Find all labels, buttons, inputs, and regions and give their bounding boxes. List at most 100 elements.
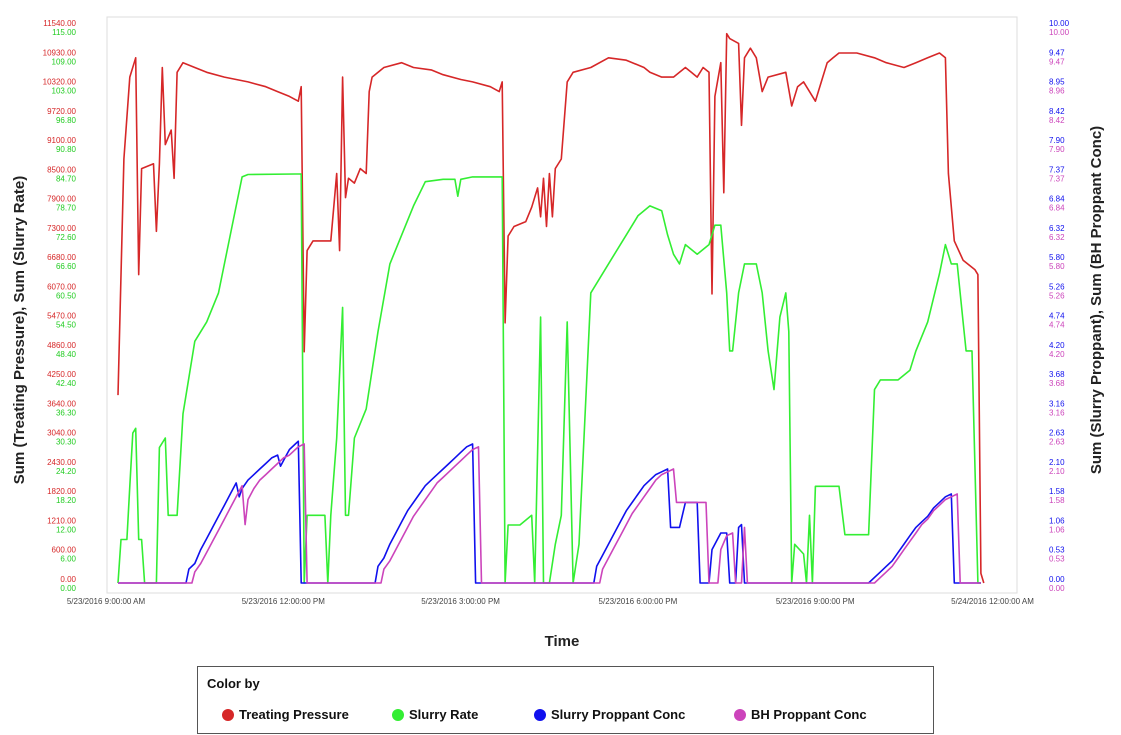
y-tick-label-rate: 24.20	[56, 467, 77, 476]
x-tick-label: 5/23/2016 12:00:00 PM	[242, 597, 326, 606]
series-line-treating-pressure	[117, 32, 985, 584]
y-tick-label-bh: 8.42	[1049, 116, 1065, 125]
y-tick-label-pressure: 10930.00	[43, 48, 77, 57]
y-tick-label-pressure: 0.00	[60, 575, 76, 584]
right-axis: 0.00 0.53 1.06 1.58 2.10 2.63 3.16 3.68 4.20 4.74…	[1049, 19, 1070, 593]
y-tick-label-rate: 115.00	[52, 28, 76, 37]
y-tick-label-bh: 1.06	[1049, 525, 1065, 534]
y-tick-label-rate: 84.70	[56, 174, 77, 183]
y-tick-label-slurry: 0.00	[1049, 575, 1065, 584]
legend-dot-icon	[734, 708, 746, 721]
legend-label: Slurry Proppant Conc	[551, 707, 686, 722]
y-tick-label-pressure: 7900.00	[47, 195, 76, 204]
legend-item-bh-proppant-conc[interactable]: BH Proppant Conc	[734, 707, 914, 722]
y-tick-label-pressure: 3640.00	[47, 399, 76, 408]
x-tick-label: 5/23/2016 6:00:00 PM	[599, 597, 678, 606]
legend-item-treating-pressure[interactable]: Treating Pressure	[222, 707, 392, 722]
series-layer	[117, 32, 985, 584]
y-tick-label-pressure: 8500.00	[47, 165, 76, 174]
y-tick-label-rate: 90.80	[56, 145, 77, 154]
x-axis: 5/23/2016 9:00:00 AM 5/23/2016 12:00:00 P…	[67, 597, 1034, 606]
y-tick-label-rate: 109.00	[52, 57, 77, 66]
legend: Color by Treating Pressure Slurry Rate S…	[197, 666, 934, 734]
y-tick-label-rate: 30.30	[56, 438, 77, 447]
y-tick-label-rate: 42.40	[56, 379, 77, 388]
y-tick-label-bh: 7.37	[1049, 174, 1065, 183]
y-tick-label-slurry: 7.90	[1049, 136, 1065, 145]
y-tick-label-slurry: 3.68	[1049, 370, 1065, 379]
y-tick-label-bh: 5.80	[1049, 262, 1065, 271]
y-tick-label-pressure: 4250.00	[47, 370, 76, 379]
y-tick-label-rate: 12.00	[56, 525, 77, 534]
y-tick-label-slurry: 8.95	[1049, 78, 1065, 87]
y-tick-label-slurry: 5.26	[1049, 282, 1065, 291]
y-tick-label-bh: 0.53	[1049, 555, 1065, 564]
y-tick-label-slurry: 9.47	[1049, 48, 1065, 57]
y-tick-label-rate: 0.00	[60, 584, 76, 593]
y-tick-label-rate: 6.00	[60, 555, 76, 564]
y-tick-label-bh: 8.96	[1049, 87, 1065, 96]
series-line-bh-proppant-conc	[118, 443, 981, 584]
legend-item-slurry-rate[interactable]: Slurry Rate	[392, 707, 534, 722]
y-tick-label-slurry: 5.80	[1049, 253, 1065, 262]
y-tick-label-slurry: 6.32	[1049, 224, 1065, 233]
y-tick-label-pressure: 9720.00	[47, 107, 76, 116]
y-tick-label-bh: 9.47	[1049, 57, 1065, 66]
y-tick-label-rate: 78.70	[56, 204, 77, 213]
legend-item-slurry-proppant-conc[interactable]: Slurry Proppant Conc	[534, 707, 734, 722]
y-tick-label-pressure: 3040.00	[47, 429, 76, 438]
y-tick-label-slurry: 8.42	[1049, 107, 1065, 116]
y-tick-label-pressure: 4860.00	[47, 341, 76, 350]
y-tick-label-bh: 5.26	[1049, 291, 1065, 300]
y-tick-label-rate: 103.00	[52, 87, 77, 96]
legend-dot-icon	[222, 708, 234, 721]
y-tick-label-pressure: 1210.00	[47, 516, 76, 525]
y-tick-label-slurry: 1.58	[1049, 487, 1065, 496]
y-tick-label-rate: 66.60	[56, 262, 77, 271]
y-tick-label-bh: 6.32	[1049, 233, 1065, 242]
legend-label: Treating Pressure	[239, 707, 349, 722]
y-tick-label-rate: 36.30	[56, 408, 77, 417]
y-tick-label-pressure: 10320.00	[43, 78, 77, 87]
y-tick-label-slurry: 3.16	[1049, 399, 1065, 408]
x-tick-label: 5/23/2016 9:00:00 PM	[776, 597, 855, 606]
left-axis: 0.00 600.00 1210.00 1820.00 2430.00 3040.00 36…	[43, 19, 77, 593]
y-tick-label-rate: 72.60	[56, 233, 77, 242]
y-tick-label-bh: 2.10	[1049, 467, 1065, 476]
legend-label: Slurry Rate	[409, 707, 479, 722]
y-tick-label-pressure: 600.00	[52, 546, 77, 555]
x-axis-title: Time	[545, 633, 580, 650]
y-axis-left-title: Sum (Treating Pressure), Sum (Slurry Rat…	[11, 176, 28, 484]
y-tick-label-bh: 3.68	[1049, 379, 1065, 388]
x-tick-label: 5/23/2016 3:00:00 PM	[421, 597, 500, 606]
y-tick-label-bh: 3.16	[1049, 408, 1065, 417]
y-tick-label-pressure: 1820.00	[47, 487, 76, 496]
y-tick-label-slurry: 1.06	[1049, 516, 1065, 525]
y-tick-label-rate: 54.50	[56, 321, 77, 330]
y-tick-label-rate: 18.20	[56, 496, 77, 505]
y-tick-label-rate: 60.50	[56, 291, 77, 300]
y-tick-label-bh: 4.20	[1049, 350, 1065, 359]
legend-items: Treating Pressure Slurry Rate Slurry Pro…	[222, 707, 914, 722]
y-tick-label-pressure: 6680.00	[47, 253, 76, 262]
y-tick-label-pressure: 11540.00	[43, 19, 76, 28]
series-line-slurry-rate	[117, 173, 981, 584]
y-tick-label-slurry: 0.53	[1049, 546, 1065, 555]
y-tick-label-bh: 2.63	[1049, 438, 1065, 447]
x-tick-label: 5/24/2016 12:00:00 AM	[951, 597, 1034, 606]
y-tick-label-slurry: 7.37	[1049, 165, 1065, 174]
y-tick-label-bh: 1.58	[1049, 496, 1065, 505]
y-tick-label-slurry: 2.10	[1049, 458, 1065, 467]
legend-dot-icon	[392, 708, 404, 721]
legend-dot-icon	[534, 708, 546, 721]
y-tick-label-bh: 4.74	[1049, 321, 1065, 330]
x-tick-label: 5/23/2016 9:00:00 AM	[67, 597, 146, 606]
y-tick-label-slurry: 4.20	[1049, 341, 1065, 350]
plot-area	[106, 16, 1018, 594]
y-tick-label-bh: 7.90	[1049, 145, 1065, 154]
y-tick-label-rate: 48.40	[56, 350, 77, 359]
y-tick-label-pressure: 7300.00	[47, 224, 76, 233]
y-tick-label-slurry: 2.63	[1049, 429, 1065, 438]
y-tick-label-pressure: 6070.00	[47, 282, 76, 291]
